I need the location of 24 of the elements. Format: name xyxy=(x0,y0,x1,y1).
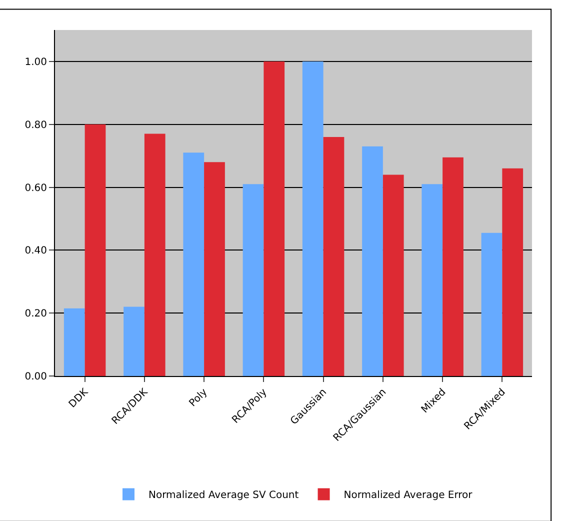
bar xyxy=(84,124,106,376)
y-tick-label: 0.40 xyxy=(24,246,47,257)
y-tick-label: 0.20 xyxy=(24,308,47,320)
bar xyxy=(124,306,144,376)
bar xyxy=(64,308,85,376)
bar xyxy=(183,152,204,376)
bar xyxy=(382,174,404,376)
bar xyxy=(144,134,166,376)
bar xyxy=(302,61,324,376)
y-tick-label: 1.00 xyxy=(24,56,47,68)
bar xyxy=(323,136,344,376)
bar xyxy=(264,61,285,376)
bar xyxy=(442,157,464,376)
bar xyxy=(502,168,524,376)
y-tick-label: 0.60 xyxy=(24,182,47,194)
bar xyxy=(204,162,225,376)
bar xyxy=(242,184,264,376)
bar xyxy=(362,146,383,376)
legend-label: Normalized Average SV Count xyxy=(148,490,299,502)
y-tick-label: 0.80 xyxy=(24,120,47,131)
bar xyxy=(481,232,502,376)
y-tick-label: 0.00 xyxy=(24,372,47,382)
bar xyxy=(422,184,443,376)
legend-label: Normalized Average Error xyxy=(344,490,474,502)
